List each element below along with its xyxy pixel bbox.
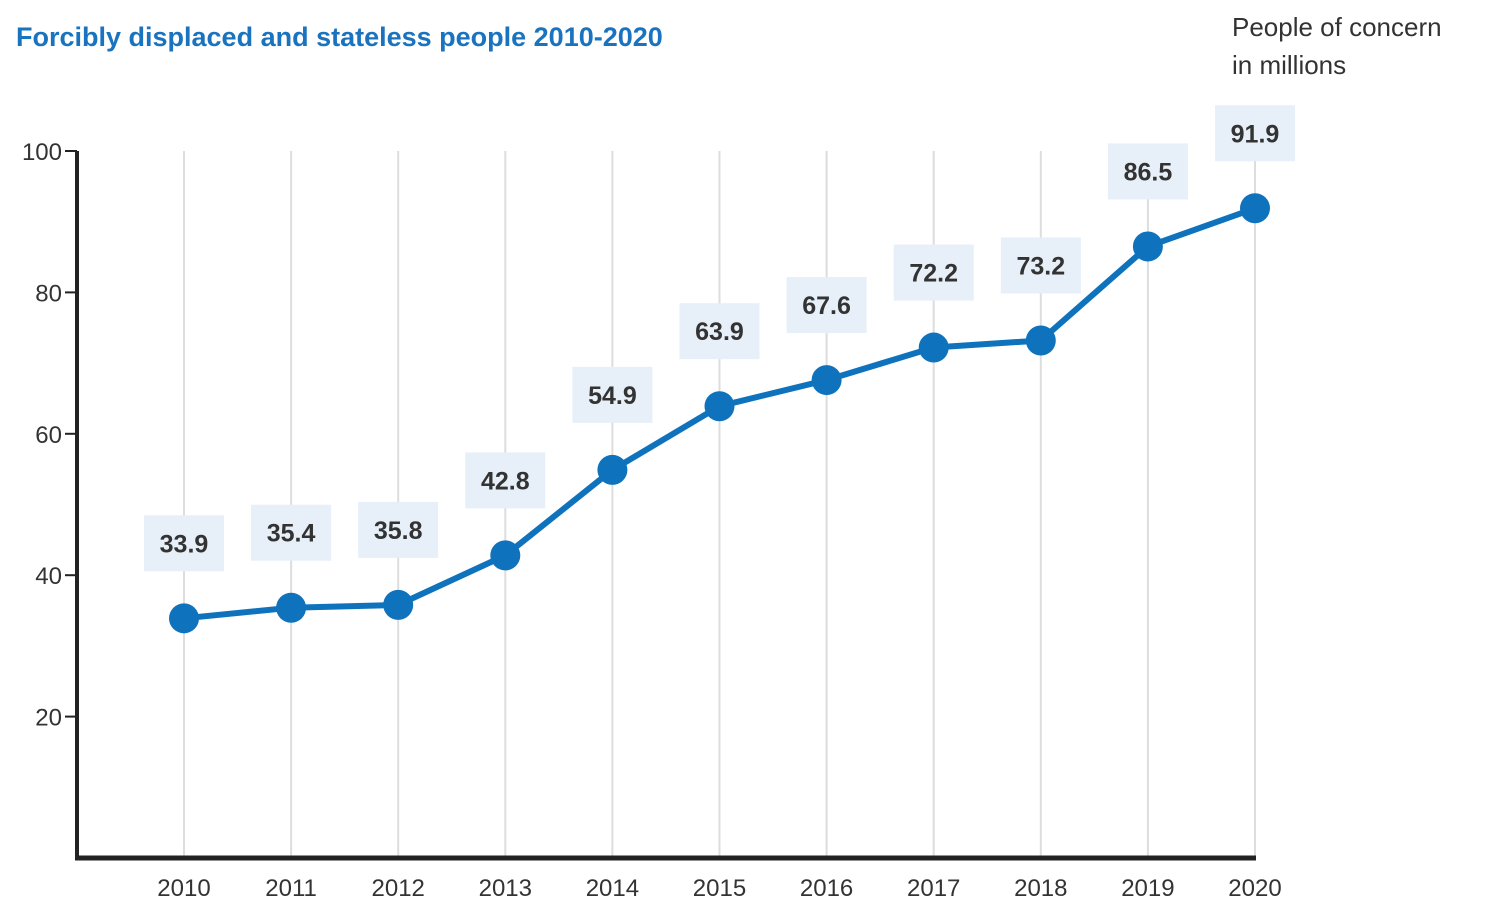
x-tick-label: 2020 — [1228, 875, 1281, 901]
x-tick-label: 2014 — [586, 875, 639, 901]
y-tick-label: 100 — [22, 139, 62, 166]
unit-label: People of concern in millions — [1232, 8, 1442, 84]
data-label-box — [679, 303, 760, 360]
gridlines — [183, 151, 1256, 858]
data-label-2010: 33.9 — [160, 530, 209, 558]
y-tick-label: 20 — [35, 705, 62, 732]
data-label-box — [1215, 105, 1295, 162]
x-tick-label: 2018 — [1014, 875, 1067, 901]
data-label-2017: 72.2 — [909, 260, 958, 288]
chart-title: Forcibly displaced and stateless people … — [16, 22, 663, 52]
axes: 2010 2011 2012 2013 2014 2015 2016 2017 2018 2019… — [22, 139, 1282, 901]
x-tick-label: 2015 — [693, 875, 746, 901]
x-tick-label: 2012 — [372, 875, 425, 901]
data-point-2010 — [169, 603, 199, 634]
data-point-2019 — [1132, 231, 1163, 262]
data-label-2018: 73.2 — [1016, 252, 1065, 280]
y-tick-label: 40 — [35, 563, 62, 590]
x-tick-label: 2010 — [157, 875, 210, 901]
x-tick-label: 2017 — [907, 875, 960, 901]
data-label-box — [144, 515, 224, 572]
data-label-2019: 86.5 — [1124, 158, 1173, 186]
data-label-box — [572, 366, 653, 423]
data-label-2015: 63.9 — [695, 318, 744, 346]
data-point-2011 — [276, 592, 307, 623]
data-label-2014: 54.9 — [588, 382, 637, 410]
data-points — [169, 193, 1270, 634]
data-point-2013 — [490, 540, 521, 571]
unit-label-line1: People of concern — [1232, 12, 1442, 42]
data-label-2011: 35.4 — [267, 520, 316, 548]
data-labels: 33.9 35.4 35.8 42.8 54.9 63.9 67.6 72.2 73.2 86.5… — [144, 105, 1295, 572]
data-label-2020: 91.9 — [1231, 120, 1280, 148]
x-tick-label: 2019 — [1121, 875, 1174, 901]
data-label-2012: 35.8 — [374, 517, 423, 545]
data-label-box — [465, 452, 546, 509]
data-label-box — [358, 501, 439, 558]
data-point-2012 — [383, 589, 414, 620]
data-label-box — [1107, 143, 1188, 200]
data-point-2015 — [704, 391, 735, 422]
data-label-2016: 67.6 — [802, 292, 851, 320]
x-tick-label: 2013 — [479, 875, 532, 901]
data-point-2017 — [918, 332, 949, 363]
x-tick-label: 2016 — [800, 875, 853, 901]
data-point-2020 — [1240, 193, 1270, 224]
y-tick-label: 60 — [35, 422, 62, 449]
data-point-2016 — [811, 365, 842, 396]
data-point-2014 — [597, 454, 628, 485]
data-point-2018 — [1025, 325, 1056, 356]
x-tick-label: 2011 — [265, 875, 317, 901]
data-label-box — [786, 277, 867, 334]
y-tick-label: 80 — [35, 280, 62, 307]
data-label-box — [1000, 237, 1081, 294]
unit-label-line2: in millions — [1232, 50, 1347, 80]
data-label-2013: 42.8 — [481, 467, 530, 495]
data-label-box — [893, 244, 974, 301]
data-label-box — [251, 504, 332, 561]
